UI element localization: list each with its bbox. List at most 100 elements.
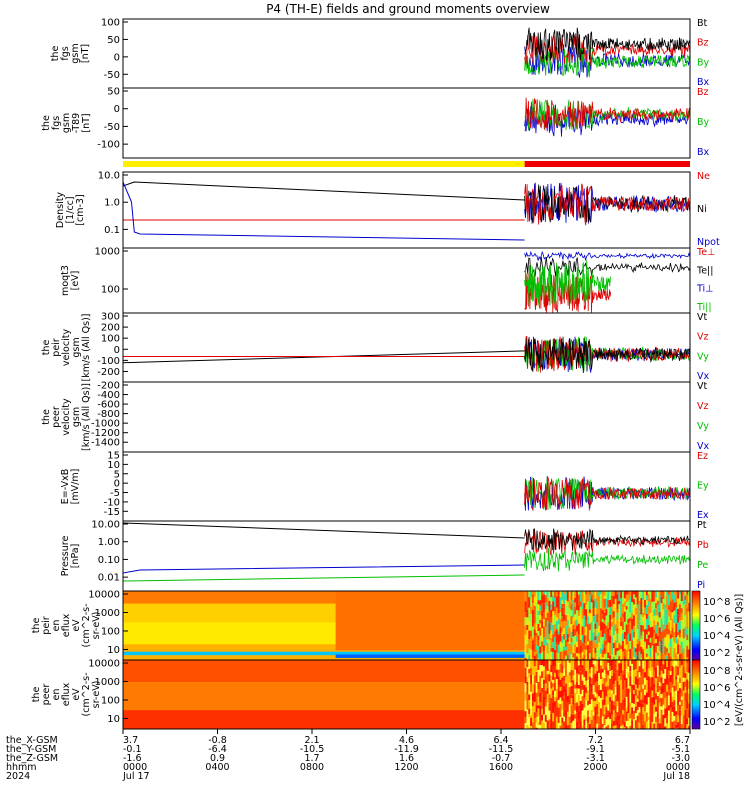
spec-cell bbox=[660, 653, 663, 660]
spec-cell bbox=[541, 634, 544, 642]
spec-cell bbox=[610, 641, 614, 646]
spec-cell bbox=[581, 689, 584, 697]
spec-cell bbox=[592, 711, 595, 716]
spec-cell bbox=[554, 597, 557, 607]
spec-cell bbox=[574, 602, 577, 607]
spec-cell bbox=[669, 675, 673, 683]
spec-cell bbox=[599, 679, 603, 691]
spec-cell bbox=[653, 713, 656, 724]
spec-cell bbox=[568, 652, 571, 660]
spec-cell bbox=[609, 620, 612, 630]
spec-cell bbox=[559, 609, 562, 613]
spec-cell bbox=[662, 683, 665, 688]
spec-cell bbox=[574, 628, 577, 636]
spec-cell bbox=[565, 668, 568, 674]
spec-cell bbox=[554, 649, 557, 656]
spec-cell bbox=[634, 676, 638, 685]
spec-cell bbox=[559, 686, 562, 691]
spec-mid-block bbox=[335, 591, 525, 651]
colorbar-label: [eV/(cm^2-s-sr-eV) (All Qs)] bbox=[734, 594, 745, 726]
spec-cell bbox=[614, 716, 617, 726]
spec-cell bbox=[524, 667, 527, 676]
spec-cell bbox=[666, 716, 669, 724]
spec-cell bbox=[531, 711, 535, 723]
spec-cell bbox=[603, 607, 606, 613]
y-tick-label: 1.0 bbox=[104, 198, 120, 209]
spec-cell bbox=[612, 694, 616, 702]
spec-cell bbox=[610, 660, 614, 671]
spec-cell bbox=[607, 695, 610, 705]
y-tick-label: -200 bbox=[97, 381, 120, 392]
spec-cell bbox=[677, 682, 680, 691]
spec-cell bbox=[603, 698, 606, 705]
spec-cell bbox=[579, 671, 582, 681]
spec-cell bbox=[548, 719, 551, 729]
spec-cell bbox=[568, 643, 571, 653]
spec-cell bbox=[616, 600, 619, 610]
spec-cell bbox=[599, 718, 603, 729]
spec-cell bbox=[649, 677, 652, 687]
spec-cell bbox=[598, 672, 601, 677]
spec-cell bbox=[526, 694, 529, 704]
spec-cell bbox=[585, 658, 588, 660]
spec-cell bbox=[656, 625, 660, 636]
spec-cell bbox=[539, 615, 542, 620]
spec-cell bbox=[565, 700, 568, 711]
spec-cell bbox=[673, 610, 676, 616]
legend-Pt: Pt bbox=[697, 520, 707, 531]
colorbar bbox=[691, 659, 701, 730]
spec-cell bbox=[627, 600, 630, 612]
spec-cell bbox=[559, 633, 562, 642]
spec-cell bbox=[655, 633, 658, 640]
spec-cell bbox=[601, 668, 605, 673]
spec-cell bbox=[633, 710, 636, 720]
spec-cell bbox=[614, 663, 617, 668]
spec-cell bbox=[590, 656, 594, 660]
spec-cell bbox=[667, 670, 671, 678]
spec-cell bbox=[614, 687, 617, 696]
y-axis-label-line: the bbox=[41, 340, 52, 356]
spec-cell bbox=[686, 604, 689, 609]
spec-cell bbox=[684, 680, 687, 688]
spec-cell bbox=[592, 685, 595, 689]
y-axis-label-line: eV bbox=[71, 619, 82, 632]
spec-cell bbox=[570, 641, 573, 646]
spec-cell bbox=[535, 632, 538, 637]
spec-cell bbox=[587, 636, 590, 642]
series-trace bbox=[524, 27, 690, 61]
spec-cell bbox=[603, 591, 606, 596]
spec-cell bbox=[590, 629, 594, 641]
legend-Pi: Pi bbox=[697, 580, 705, 591]
spec-cell bbox=[524, 594, 527, 602]
spec-cell bbox=[535, 594, 538, 603]
spec-cell bbox=[677, 660, 680, 667]
spec-cell bbox=[543, 684, 546, 693]
legend-Bt: Bt bbox=[697, 18, 708, 29]
spec-cell bbox=[588, 609, 592, 614]
spec-cell bbox=[541, 671, 544, 679]
spec-cell bbox=[658, 690, 661, 698]
spec-cell bbox=[633, 615, 636, 626]
spec-cell bbox=[605, 719, 608, 727]
spec-cell bbox=[566, 638, 570, 643]
y-axis-label-line: fgs bbox=[51, 116, 62, 130]
spec-band bbox=[123, 725, 525, 729]
spec-cell bbox=[528, 591, 531, 598]
spec-cell bbox=[614, 640, 617, 649]
spec-cell bbox=[541, 660, 544, 666]
y-tick-label: -15 bbox=[104, 507, 120, 518]
spec-cell bbox=[565, 725, 568, 729]
spec-cell bbox=[594, 710, 597, 721]
spec-cell bbox=[673, 615, 676, 624]
spec-cell bbox=[638, 696, 641, 701]
y-tick-label: 50 bbox=[107, 87, 120, 98]
y-tick-label: 0 bbox=[114, 345, 120, 356]
spec-cell bbox=[605, 686, 608, 697]
spec-cell bbox=[675, 714, 678, 725]
spec-cell bbox=[552, 624, 555, 635]
spec-cell bbox=[531, 637, 535, 641]
series-Pi bbox=[123, 564, 525, 574]
spec-cell bbox=[675, 629, 678, 638]
spec-cell bbox=[543, 619, 546, 627]
spec-cell bbox=[684, 619, 687, 627]
